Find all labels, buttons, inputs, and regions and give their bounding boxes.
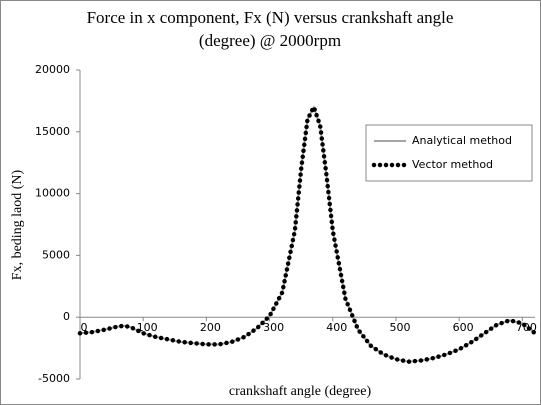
x-tick-label: 400: [326, 321, 347, 334]
legend-label: Vector method: [412, 158, 493, 171]
y-tick-label: 5000: [42, 248, 70, 261]
legend-box: [365, 124, 533, 182]
y-tick-label: 20000: [35, 63, 70, 76]
y-axis-label: Fx, beding laod (N): [10, 169, 25, 280]
x-tick-label: 600: [453, 321, 474, 334]
legend-label: Analytical method: [412, 134, 512, 147]
y-tick-label: 10000: [35, 187, 70, 200]
x-axis-label: crankshaft angle (degree): [229, 384, 372, 399]
x-tick-label: 0: [81, 321, 88, 334]
x-tick-label: 300: [263, 321, 284, 334]
x-tick-label: 200: [200, 321, 221, 334]
chart-subtitle: (degree) @ 2000rpm: [199, 31, 341, 50]
series-line: [77, 104, 538, 364]
x-tick-label: 500: [389, 321, 410, 334]
y-tick-label: 15000: [35, 125, 70, 138]
x-tick-label: 100: [137, 321, 158, 334]
y-tick-label: 0: [63, 310, 70, 323]
chart-title: Force in x component, Fx (N) versus cran…: [87, 8, 454, 27]
y-tick-label: -5000: [38, 372, 70, 385]
